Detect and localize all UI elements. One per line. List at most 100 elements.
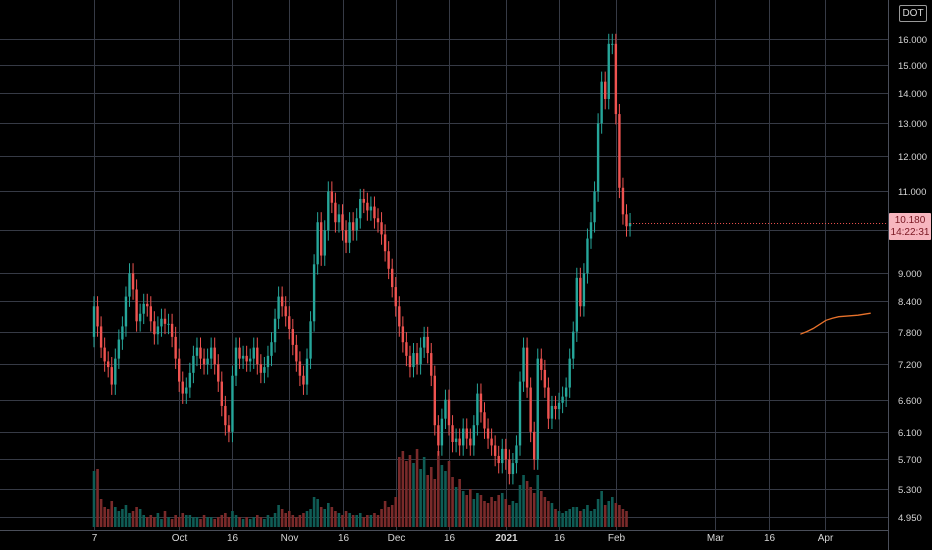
candle-body (309, 321, 312, 359)
volume-bar (394, 497, 398, 527)
candle-body (188, 372, 192, 388)
volume-bar (376, 515, 380, 527)
price-tick-label: 8.400 (898, 297, 922, 308)
volume-bar (571, 507, 575, 527)
symbol-label[interactable]: DOT (899, 5, 927, 22)
price-tick-label: 7.200 (898, 360, 922, 371)
price-tick-label: 9.000 (898, 269, 922, 280)
candle-body (444, 399, 447, 419)
candle-body (220, 381, 223, 406)
volume-bar (110, 501, 114, 527)
volume-bar (593, 509, 596, 527)
volume-bar (483, 501, 486, 527)
candle-body (547, 387, 550, 419)
volume-bar (412, 463, 415, 527)
candle-body (383, 234, 387, 252)
time-tick-label: 2021 (495, 533, 518, 544)
candle-body (437, 425, 440, 446)
candle-body (288, 316, 291, 330)
candle-body (249, 358, 252, 362)
volume-bar (355, 515, 358, 527)
last-price-value: 10.180 (894, 214, 926, 226)
volume-bar (366, 515, 369, 527)
candle-body (291, 329, 294, 345)
candle-body (341, 214, 344, 231)
candle-body (472, 425, 476, 446)
candle-body (625, 214, 628, 227)
volume-bar (213, 519, 216, 527)
volume-bar (121, 509, 124, 527)
candle-body (259, 364, 263, 373)
candle-body (522, 347, 525, 382)
candle-body (114, 358, 117, 385)
candle-body (589, 222, 593, 239)
candle-body (557, 402, 561, 410)
candle-body (234, 347, 238, 376)
candle-body (316, 222, 319, 265)
volume-bar (348, 513, 351, 527)
candle-body (486, 428, 490, 439)
volume-bar (280, 509, 284, 527)
time-axis[interactable]: 7 Oct 16 Nov 16 Dec 16 2021 16 Feb Mar 16 Apr (92, 533, 834, 544)
candle-body (181, 381, 184, 394)
price-axis[interactable]: 4.950 5.300 5.700 6.100 6.600 7.200 7.800 8.400… (898, 35, 927, 524)
candle-body (334, 202, 337, 223)
volume-bar (486, 503, 490, 527)
candle-body (231, 375, 234, 432)
indicator-line (800, 312, 871, 335)
volume-bar (185, 515, 188, 527)
price-tick-label: 5.300 (898, 485, 922, 496)
volume-bar (256, 515, 259, 527)
volume-bar (415, 449, 419, 527)
volume-bar (621, 509, 625, 527)
time-tick-label: 16 (227, 533, 239, 544)
candle-body (273, 318, 277, 343)
volume-bar (504, 499, 508, 527)
volume-bar (476, 493, 479, 527)
candle-body (252, 347, 255, 359)
volume-bar (600, 491, 603, 527)
candle-body (540, 358, 543, 370)
volume-bar (291, 515, 295, 527)
volume-bar (227, 517, 231, 527)
candle-body (408, 355, 412, 368)
candle-body (398, 306, 401, 327)
volume-bar (344, 511, 348, 527)
candle-body (277, 296, 280, 319)
candle-body (160, 318, 163, 327)
volume-bar (451, 477, 454, 527)
candle-body (518, 381, 522, 446)
candle-body (238, 347, 241, 359)
volume-bar (351, 515, 355, 527)
candle-body (536, 358, 539, 460)
volume-bar (437, 451, 440, 527)
indicator-polyline (800, 312, 871, 335)
candle-body (628, 223, 632, 227)
volume-bar (245, 517, 248, 527)
price-tick-label: 7.800 (898, 328, 922, 339)
candle-body (419, 347, 422, 365)
price-tick-label: 15.000 (898, 61, 927, 72)
candle-body (614, 43, 618, 115)
volume-bar (277, 505, 280, 527)
volume-bar (508, 505, 511, 527)
volume-bar (387, 507, 390, 527)
volume-bar (312, 497, 316, 527)
volume-bar (145, 517, 149, 527)
candle-body (422, 336, 426, 348)
volume-bar (266, 515, 270, 527)
volume-bar (493, 501, 497, 527)
candle-body (209, 347, 213, 359)
candle-body (327, 191, 330, 231)
volume-bar (447, 461, 451, 527)
candle-body (174, 336, 177, 359)
candle-body (305, 358, 309, 385)
volume-bar (422, 457, 426, 527)
candle-body (469, 438, 472, 446)
candle-body (572, 331, 575, 359)
candle-body (124, 296, 128, 327)
volume-bar (390, 505, 394, 527)
candle-body (593, 191, 596, 223)
